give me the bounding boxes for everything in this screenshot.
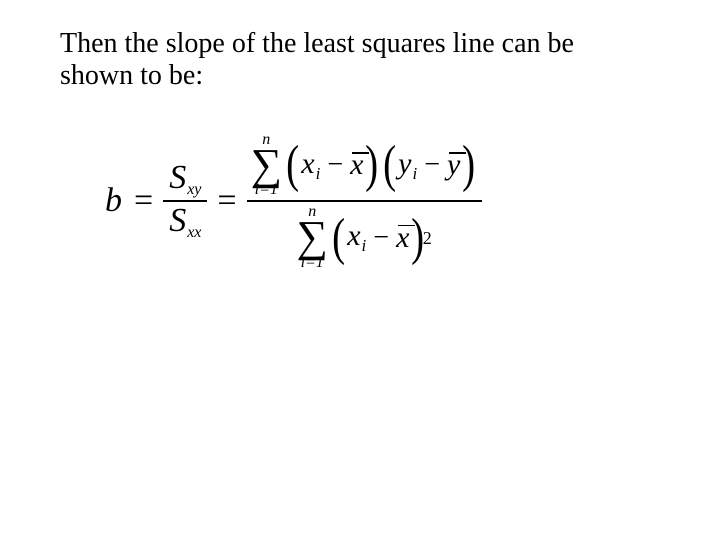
xi-var-1: xi bbox=[301, 149, 320, 182]
lhs-b: b bbox=[105, 182, 124, 220]
paren-open-3: ( bbox=[332, 217, 345, 259]
xbar-1: x bbox=[350, 150, 363, 180]
sigma-icon-1: ∑ bbox=[251, 146, 282, 183]
term-x-num: ( xi − x ) bbox=[284, 144, 381, 186]
fraction-numerator: n ∑ i=1 ( xi − x ) ( yi − bbox=[247, 130, 482, 200]
paren-close-2: ) bbox=[462, 144, 475, 186]
s-xx-sub: xx bbox=[186, 224, 201, 241]
sum-lower-2: i=1 bbox=[301, 255, 324, 271]
s-xy: Sxy bbox=[163, 159, 207, 200]
sum-numerator: n ∑ i=1 bbox=[251, 132, 282, 198]
minus-1: − bbox=[320, 151, 350, 179]
minus-2: − bbox=[417, 151, 447, 179]
xi-var-2: xi bbox=[347, 221, 366, 254]
s-xx: Sxx bbox=[163, 202, 207, 243]
yi-var: yi bbox=[398, 149, 417, 182]
term-x-den: ( xi − x ) bbox=[330, 217, 427, 259]
xbar-2: x bbox=[396, 223, 409, 253]
term-y-num: ( yi − y ) bbox=[381, 144, 478, 186]
formula-row: b = Sxy Sxx = n ∑ i=1 bbox=[105, 130, 482, 273]
sigma-icon-2: ∑ bbox=[297, 218, 328, 255]
minus-3: − bbox=[366, 224, 396, 252]
paren-open-1: ( bbox=[286, 144, 299, 186]
s-xy-main: S bbox=[169, 159, 186, 196]
s-ratio: Sxy Sxx bbox=[163, 159, 207, 243]
slide: Then the slope of the least squares line… bbox=[0, 0, 720, 540]
sum-denominator: n ∑ i=1 bbox=[297, 204, 328, 270]
sum-lower-1: i=1 bbox=[255, 182, 278, 198]
s-xy-sub: xy bbox=[186, 181, 201, 198]
main-fraction: n ∑ i=1 ( xi − x ) ( yi − bbox=[247, 130, 482, 273]
fraction-denominator: n ∑ i=1 ( xi − x ) 2 bbox=[293, 202, 436, 272]
equals-2: = bbox=[207, 182, 246, 220]
intro-text: Then the slope of the least squares line… bbox=[60, 28, 620, 92]
paren-close-1: ) bbox=[366, 144, 379, 186]
paren-close-3: ) bbox=[412, 217, 425, 259]
equals-1: = bbox=[124, 182, 163, 220]
s-xx-main: S bbox=[169, 202, 186, 239]
ybar: y bbox=[447, 150, 460, 180]
slope-formula: b = Sxy Sxx = n ∑ i=1 bbox=[105, 130, 482, 273]
paren-open-2: ( bbox=[383, 144, 396, 186]
